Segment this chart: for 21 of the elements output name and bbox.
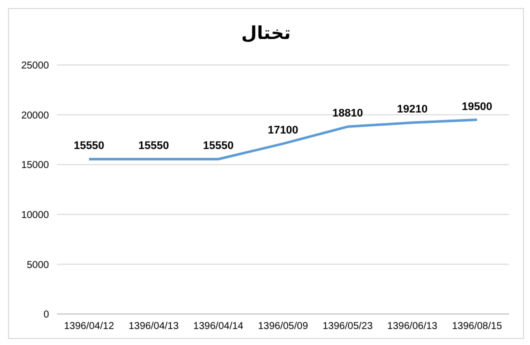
x-tick-label: 1396/06/13 — [387, 321, 438, 332]
data-label: 17100 — [268, 124, 298, 137]
data-label: 19210 — [397, 104, 428, 116]
y-tick-label: 15000 — [21, 160, 50, 172]
y-tick-label: 5000 — [26, 260, 50, 271]
x-tick-label: 1396/05/23 — [322, 321, 374, 332]
data-label: 15550 — [138, 140, 169, 152]
chart-title: تختال — [240, 22, 292, 46]
y-tick-label: 0 — [43, 310, 50, 321]
data-label: 19500 — [462, 100, 492, 113]
data-label: 15550 — [74, 140, 104, 152]
y-tick-label: 10000 — [21, 210, 50, 221]
x-tick-label: 1396/04/14 — [193, 321, 244, 332]
x-tick-label: 1396/08/15 — [452, 321, 502, 332]
y-tick-label: 25000 — [21, 60, 50, 72]
data-label: 18810 — [332, 108, 363, 120]
data-label: 15550 — [203, 140, 234, 152]
x-tick-label: 1396/04/12 — [64, 321, 114, 332]
x-tick-label: 1396/04/13 — [128, 321, 180, 332]
x-tick-label: 1396/05/09 — [258, 321, 308, 332]
y-tick-label: 20000 — [21, 110, 50, 122]
